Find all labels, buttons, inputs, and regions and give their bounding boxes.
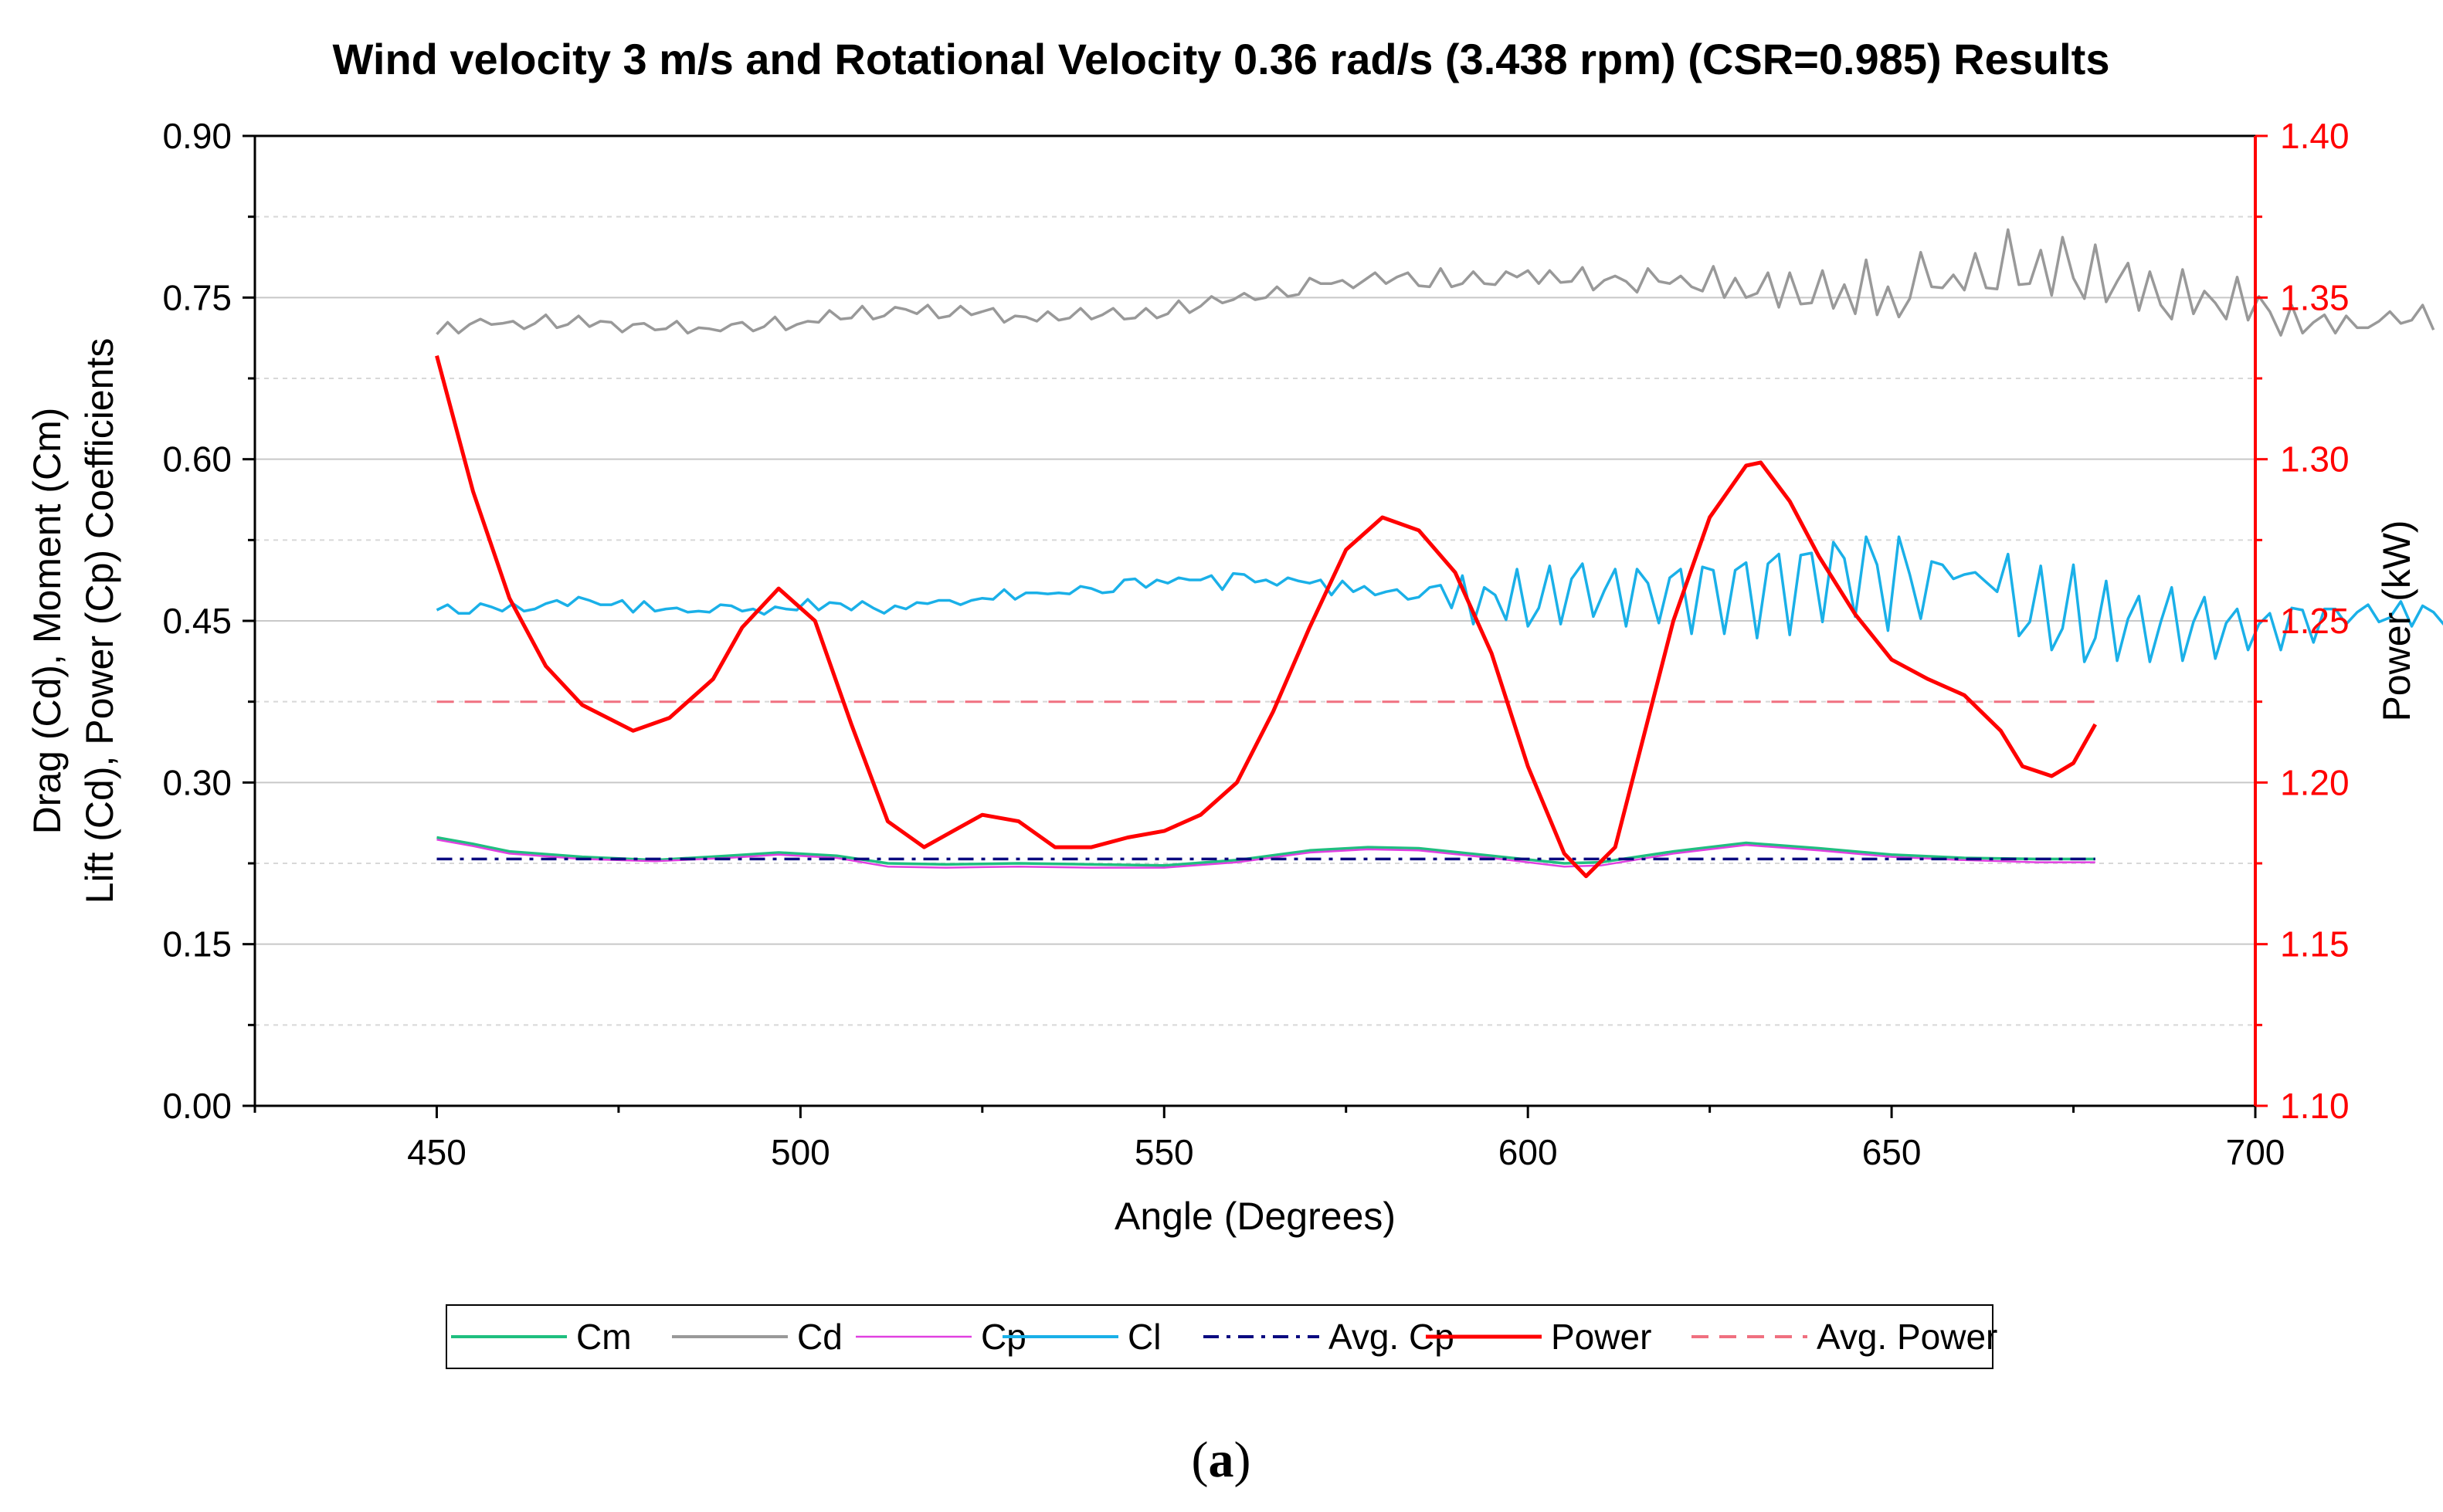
gridlines	[255, 215, 2255, 1026]
x-axis-title: Angle (Degrees)	[1115, 1195, 1396, 1238]
x-tick-label: 500	[771, 1132, 830, 1172]
x-tick-label: 450	[407, 1132, 467, 1172]
series-cm-line	[436, 836, 2095, 867]
left-axis-title-line1: Drag (Cd), Moment (Cm)	[25, 408, 69, 835]
y-right-tick-label: 1.25	[2280, 601, 2350, 641]
y-left-tick-label: 0.30	[162, 762, 232, 802]
x-tick-label: 700	[2226, 1132, 2285, 1172]
x-tick-label: 600	[1498, 1132, 1558, 1172]
legend-label: Avg. Power	[1817, 1317, 1997, 1357]
x-axis: 450 500 550 600 650 700	[253, 1106, 2285, 1172]
right-y-axis: 1.10 1.15 1.20 1.25 1.30 1.35 1.40	[2255, 116, 2350, 1126]
legend-label: Power	[1551, 1317, 1651, 1357]
y-left-tick-label: 0.75	[162, 277, 232, 317]
y-right-tick-label: 1.10	[2280, 1086, 2350, 1126]
y-left-tick-label: 0.90	[162, 116, 232, 156]
left-y-axis: 0.00 0.15 0.30 0.45 0.60 0.75 0.90	[162, 116, 255, 1126]
caption: (a)	[1192, 1432, 1251, 1488]
legend-label: Cd	[797, 1317, 843, 1357]
y-right-tick-label: 1.15	[2280, 924, 2350, 964]
legend-label: Cm	[576, 1317, 632, 1357]
y-right-tick-label: 1.35	[2280, 277, 2350, 317]
legend-label: Cl	[1128, 1317, 1161, 1357]
legend: Cm Cd Cp Cl Avg. Cp Power Avg. Power	[446, 1304, 1997, 1369]
x-tick-label: 550	[1135, 1132, 1194, 1172]
series-power-line	[435, 355, 2097, 879]
series-cl-line	[436, 535, 2443, 663]
y-left-tick-label: 0.60	[162, 439, 232, 480]
chart-title: Wind velocity 3 m/s and Rotational Veloc…	[333, 35, 2110, 83]
series-layer	[435, 228, 2443, 879]
series-cp-line	[436, 839, 2095, 869]
y-right-tick-label: 1.20	[2280, 762, 2350, 802]
y-right-tick-label: 1.30	[2280, 439, 2350, 480]
y-left-tick-label: 0.00	[162, 1086, 232, 1126]
right-axis-title: Power (kW)	[2375, 520, 2418, 721]
y-left-tick-label: 0.45	[162, 601, 232, 641]
left-axis-title-line2: Lift (Cd), Power (Cp) Coefficients	[78, 338, 121, 904]
x-tick-label: 650	[1862, 1132, 1922, 1172]
y-left-tick-label: 0.15	[162, 924, 232, 964]
y-right-tick-label: 1.40	[2280, 116, 2350, 156]
caption-open: (	[1192, 1432, 1209, 1488]
caption-letter: a	[1209, 1432, 1234, 1488]
caption-close: )	[1234, 1432, 1251, 1488]
series-cd-line	[436, 228, 2435, 337]
